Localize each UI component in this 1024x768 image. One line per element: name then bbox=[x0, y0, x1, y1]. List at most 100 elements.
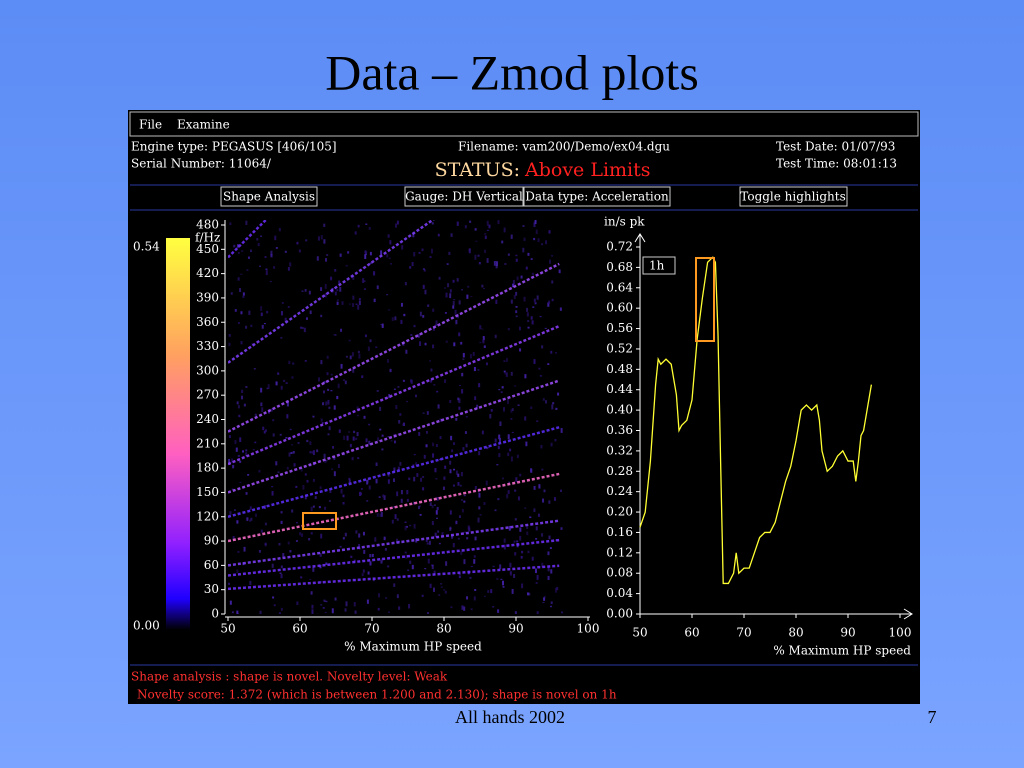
noise bbox=[463, 495, 466, 497]
noise bbox=[386, 254, 389, 258]
noise bbox=[458, 575, 461, 579]
noise bbox=[343, 435, 346, 440]
noise bbox=[481, 430, 484, 435]
noise bbox=[463, 606, 466, 611]
menu-item[interactable]: File bbox=[139, 118, 162, 132]
noise bbox=[547, 566, 550, 572]
noise bbox=[402, 379, 405, 382]
noise bbox=[445, 292, 448, 298]
noise bbox=[436, 390, 439, 393]
noise bbox=[344, 608, 347, 612]
y-tick-label: 90 bbox=[204, 534, 219, 548]
noise bbox=[539, 315, 542, 318]
noise bbox=[555, 407, 558, 410]
noise bbox=[541, 468, 544, 471]
noise bbox=[287, 306, 290, 308]
noise bbox=[304, 289, 307, 292]
noise bbox=[285, 437, 288, 439]
noise bbox=[529, 516, 532, 519]
button[interactable] bbox=[739, 186, 848, 207]
noise bbox=[348, 479, 351, 483]
noise bbox=[554, 587, 557, 593]
noise bbox=[228, 435, 231, 439]
noise bbox=[484, 235, 487, 240]
noise bbox=[435, 444, 438, 448]
noise bbox=[453, 484, 456, 487]
x-tick-label: 100 bbox=[889, 626, 912, 640]
noise bbox=[362, 278, 365, 283]
noise bbox=[421, 594, 424, 597]
noise bbox=[288, 360, 291, 364]
noise bbox=[237, 551, 240, 553]
noise bbox=[560, 611, 563, 614]
noise bbox=[297, 442, 300, 444]
noise bbox=[358, 353, 361, 359]
message: Novelty score: 1.372 (which is between 1… bbox=[137, 688, 617, 702]
noise bbox=[393, 388, 396, 390]
noise bbox=[229, 600, 232, 605]
noise bbox=[542, 498, 545, 503]
button[interactable] bbox=[404, 186, 524, 207]
button-label[interactable]: Data type: Acceleration bbox=[525, 190, 669, 204]
noise bbox=[466, 537, 469, 540]
noise bbox=[425, 444, 428, 448]
noise bbox=[291, 509, 294, 513]
noise bbox=[474, 396, 477, 401]
noise bbox=[484, 233, 487, 235]
button[interactable] bbox=[220, 186, 318, 207]
noise bbox=[498, 389, 501, 391]
x-tick-label: 50 bbox=[220, 622, 235, 636]
noise bbox=[526, 531, 529, 536]
noise bbox=[499, 564, 502, 570]
noise bbox=[247, 474, 250, 476]
noise bbox=[388, 611, 391, 613]
noise bbox=[361, 375, 364, 379]
noise bbox=[391, 317, 394, 322]
button-label[interactable]: Shape Analysis bbox=[223, 190, 315, 204]
noise bbox=[463, 559, 466, 565]
noise bbox=[353, 430, 356, 434]
noise bbox=[393, 440, 396, 444]
status: Above Limits bbox=[524, 159, 651, 181]
noise bbox=[522, 247, 525, 253]
noise bbox=[339, 545, 342, 548]
noise bbox=[388, 309, 391, 311]
button-label[interactable]: Gauge: DH Vertical bbox=[405, 190, 523, 204]
noise bbox=[527, 550, 530, 554]
noise bbox=[538, 367, 541, 370]
y-tick-label: 150 bbox=[196, 485, 219, 499]
noise bbox=[455, 319, 458, 325]
noise bbox=[329, 488, 332, 494]
noise bbox=[352, 368, 355, 373]
noise bbox=[514, 552, 517, 556]
noise bbox=[431, 442, 434, 447]
button-label[interactable]: Toggle highlights bbox=[740, 190, 845, 204]
noise bbox=[324, 506, 327, 510]
noise bbox=[316, 256, 319, 261]
noise bbox=[320, 314, 323, 318]
noise bbox=[435, 323, 438, 327]
noise bbox=[453, 468, 456, 471]
noise bbox=[326, 372, 329, 376]
noise bbox=[317, 377, 320, 382]
noise bbox=[510, 456, 513, 462]
noise bbox=[407, 569, 410, 572]
menu-item[interactable]: Examine bbox=[177, 118, 230, 132]
noise bbox=[499, 421, 502, 427]
noise bbox=[238, 414, 241, 418]
noise bbox=[358, 533, 361, 538]
noise bbox=[278, 542, 281, 546]
noise bbox=[380, 250, 383, 255]
button[interactable] bbox=[523, 186, 671, 207]
noise bbox=[279, 433, 282, 436]
noise bbox=[366, 500, 369, 502]
noise bbox=[550, 601, 553, 604]
noise bbox=[502, 407, 505, 412]
noise bbox=[358, 298, 361, 301]
noise bbox=[243, 403, 246, 407]
noise bbox=[356, 432, 359, 437]
noise bbox=[275, 247, 278, 249]
noise bbox=[357, 350, 360, 354]
noise bbox=[374, 537, 377, 542]
noise bbox=[320, 287, 323, 291]
